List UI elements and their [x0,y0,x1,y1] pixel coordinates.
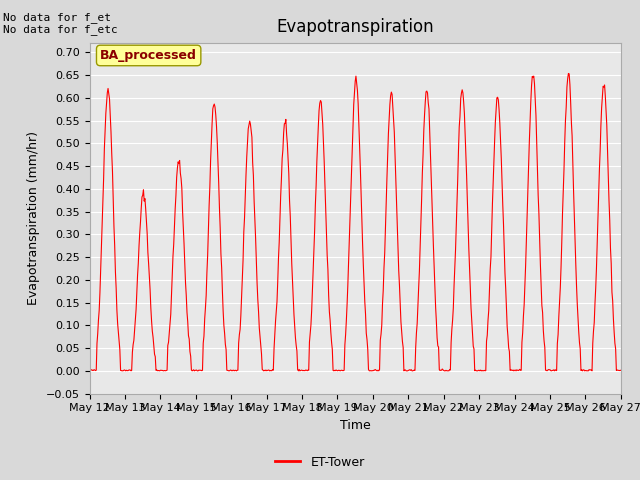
Title: Evapotranspiration: Evapotranspiration [276,18,434,36]
Text: No data for f_et
No data for f_etc: No data for f_et No data for f_etc [3,12,118,36]
X-axis label: Time: Time [340,419,371,432]
Legend: ET-Tower: ET-Tower [270,451,370,474]
Y-axis label: Evapotranspiration (mm/hr): Evapotranspiration (mm/hr) [28,132,40,305]
Text: BA_processed: BA_processed [100,49,197,62]
